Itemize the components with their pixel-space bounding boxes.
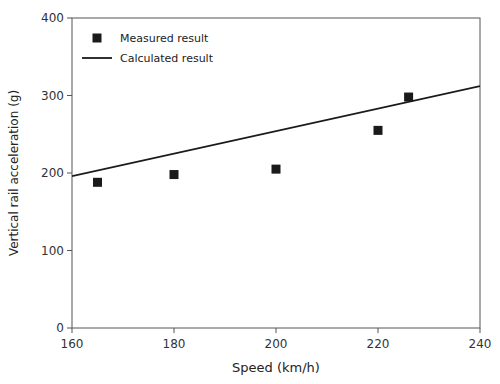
x-tick-label: 240	[469, 337, 492, 351]
legend-symbol	[82, 57, 112, 59]
x-tick-label: 220	[367, 337, 390, 351]
y-tick-label: 0	[56, 321, 64, 335]
x-tick	[276, 328, 277, 333]
y-tick-label: 300	[41, 89, 64, 103]
x-tick	[480, 328, 481, 333]
measured-point	[272, 165, 281, 174]
y-tick-label: 200	[41, 166, 64, 180]
y-tick-label: 100	[41, 244, 64, 258]
y-tick-label: 400	[41, 11, 64, 25]
x-tick-label: 180	[163, 337, 186, 351]
y-tick	[67, 328, 72, 329]
x-tick-label: 160	[61, 337, 84, 351]
measured-point	[93, 178, 102, 187]
legend-label: Measured result	[120, 32, 209, 45]
x-tick	[378, 328, 379, 333]
plot-data	[72, 86, 480, 187]
legend-symbol	[93, 34, 102, 43]
y-tick	[67, 95, 72, 96]
measured-point	[170, 170, 179, 179]
measured-point	[404, 93, 413, 102]
legend-label: Calculated result	[120, 52, 214, 65]
y-axis-label: Vertical rail acceleration (g)	[7, 90, 21, 256]
y-tick	[67, 173, 72, 174]
x-tick-label: 200	[265, 337, 288, 351]
measured-point	[374, 126, 383, 135]
x-tick	[72, 328, 73, 333]
plot-frame	[72, 18, 480, 328]
x-tick	[174, 328, 175, 333]
chart: 160 180 200 220 240 0 100 200 300 400 Speed (km/h)…	[0, 0, 500, 384]
y-tick	[67, 250, 72, 251]
calculated-line	[72, 86, 480, 176]
x-axis-label: Speed (km/h)	[232, 360, 320, 375]
legend: Measured result Calculated result	[82, 32, 214, 65]
y-tick	[67, 18, 72, 19]
